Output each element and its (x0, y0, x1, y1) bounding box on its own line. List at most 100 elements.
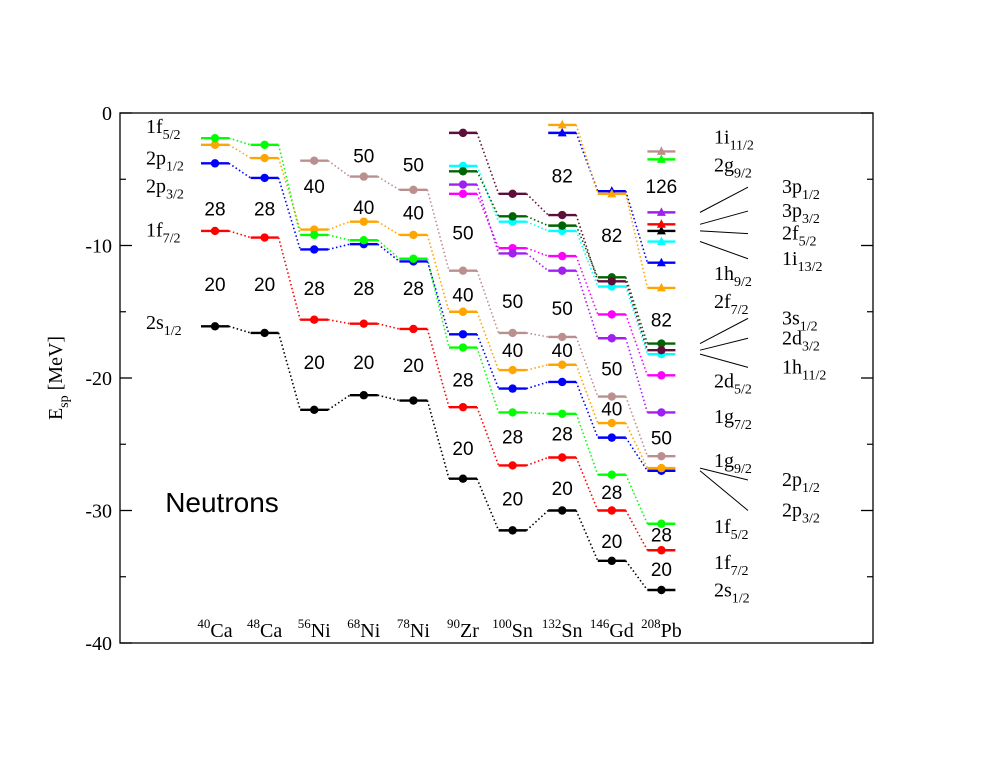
magic-number: 50 (552, 299, 573, 320)
far-orbital-label: 3s1/2 (782, 307, 818, 334)
connector-1f5 (426, 258, 450, 348)
right-orbital-label: 2g9/2 (714, 154, 752, 181)
connector-1f5 (328, 234, 350, 241)
magic-number: 28 (651, 525, 672, 546)
connector-2p1 (327, 220, 351, 231)
marker-1f7 (210, 226, 220, 236)
marker-1f7 (607, 506, 616, 515)
connector-2p1 (426, 234, 450, 312)
left-orbital-label: 2p3/2 (146, 176, 184, 203)
left-orbital-label-base: 1f (146, 219, 163, 241)
marker-2p3 (558, 377, 567, 387)
left-orbital-label-base: 1f (146, 116, 163, 138)
marker-1s2s (558, 506, 567, 515)
nucleus-symbol: Ca (210, 620, 232, 642)
magic-number: 20 (502, 490, 523, 511)
nucleus-symbol: Ni (410, 620, 430, 642)
far-orbital-label: 1h11/2 (782, 356, 826, 383)
magic-number: 40 (403, 203, 424, 224)
right-orbital-label-base: 1f (714, 552, 731, 574)
marker-1s2s (458, 474, 468, 483)
far-orbital-label-base: 2d (782, 327, 802, 349)
magic-number: 40 (502, 341, 523, 362)
connector-1h11 (625, 281, 649, 351)
marker-2p1 (359, 217, 368, 226)
marker-2p3 (607, 433, 616, 442)
magic-number: 50 (403, 156, 424, 177)
magic-number: 28 (403, 279, 424, 300)
right-orbital-label-sub: 5/2 (734, 382, 752, 397)
far-orbital-label-sub: 3/2 (802, 212, 820, 227)
magic-number: 50 (353, 146, 374, 167)
right-orbital-label: 1h9/2 (714, 263, 752, 290)
nucleus-symbol: Ni (311, 620, 331, 642)
connector-1s2s (277, 332, 301, 411)
right-orbital-label-sub: 9/2 (734, 166, 752, 181)
connector-1f5 (228, 137, 251, 146)
marker-2d3 (508, 212, 517, 221)
far-orbital-label-base: 3s (782, 307, 800, 329)
marker-1s2s (260, 328, 269, 338)
marker-1g9 (607, 392, 616, 401)
y-axis-label-sub: sp (57, 395, 72, 407)
connector-1f5 (277, 144, 301, 236)
leader-line (699, 467, 749, 481)
connector-1f5 (625, 474, 649, 525)
level-connectors (228, 124, 649, 591)
connector-1s2s (625, 560, 649, 591)
marker-1g7 (607, 334, 616, 343)
marker-1s2s (409, 396, 418, 405)
marker-2p3 (310, 245, 319, 254)
y-tick-label: 0 (102, 103, 112, 125)
y-tick-label: -40 (85, 633, 112, 655)
right-orbital-label: 1f7/2 (714, 552, 749, 579)
y-tick-label: -10 (85, 236, 112, 258)
nucleus-mass: 90 (447, 616, 460, 631)
nucleus-symbol: Sn (512, 620, 533, 642)
connector-2p1 (526, 363, 549, 371)
magic-number: 20 (452, 439, 473, 460)
magic-number: 20 (353, 353, 374, 374)
connector-2p3 (625, 437, 649, 472)
right-orbital-label: 2s1/2 (714, 580, 750, 607)
magic-number: 82 (651, 311, 672, 332)
far-orbital-label: 2p3/2 (782, 500, 820, 527)
connector-2p3 (328, 243, 350, 251)
marker-2d5 (657, 371, 666, 380)
connector-1f7 (426, 328, 450, 408)
nucleus-label: 146Gd (590, 616, 634, 642)
left-orbital-label: 1f7/2 (146, 219, 181, 246)
connector-2p3 (575, 381, 599, 438)
connector-2p1 (625, 422, 649, 469)
marker-1h11 (607, 277, 616, 286)
right-orbital-label-sub: 5/2 (731, 528, 749, 543)
far-orbital-label-base: 2p (782, 469, 802, 491)
marker-1s2s (210, 322, 220, 331)
y-tick-label: -20 (85, 368, 112, 390)
left-orbital-label: 2p1/2 (146, 148, 184, 175)
marker-2p1 (657, 463, 666, 473)
magic-number: 40 (552, 341, 573, 362)
nucleus-mass: 40 (197, 616, 210, 631)
right-orbital-label: 1i11/2 (714, 127, 754, 154)
far-orbital-label-sub: 3/2 (802, 512, 820, 527)
y-tick-label: -30 (85, 501, 112, 523)
left-orbital-label-base: 2p (146, 176, 166, 198)
nucleus-symbol: Ca (260, 620, 282, 642)
nucleus-symbol: Sn (561, 620, 582, 642)
marker-1f5 (657, 519, 666, 528)
connector-1f5 (526, 411, 549, 415)
marker-2p3 (210, 159, 220, 168)
marker-1s2s (657, 585, 666, 595)
magic-number: 20 (552, 479, 573, 500)
marker-1f7 (657, 546, 666, 555)
left-orbital-label-base: 2p (146, 148, 166, 170)
nucleus-label: 48Ca (247, 616, 282, 642)
marker-1i13 (656, 236, 666, 246)
right-orbital-label: 2f7/2 (714, 291, 749, 318)
leader-line (699, 186, 749, 213)
marker-1h11 (558, 210, 567, 220)
magic-number: 126 (646, 177, 678, 198)
marker-1g7 (558, 266, 567, 275)
leader-line (699, 337, 749, 351)
